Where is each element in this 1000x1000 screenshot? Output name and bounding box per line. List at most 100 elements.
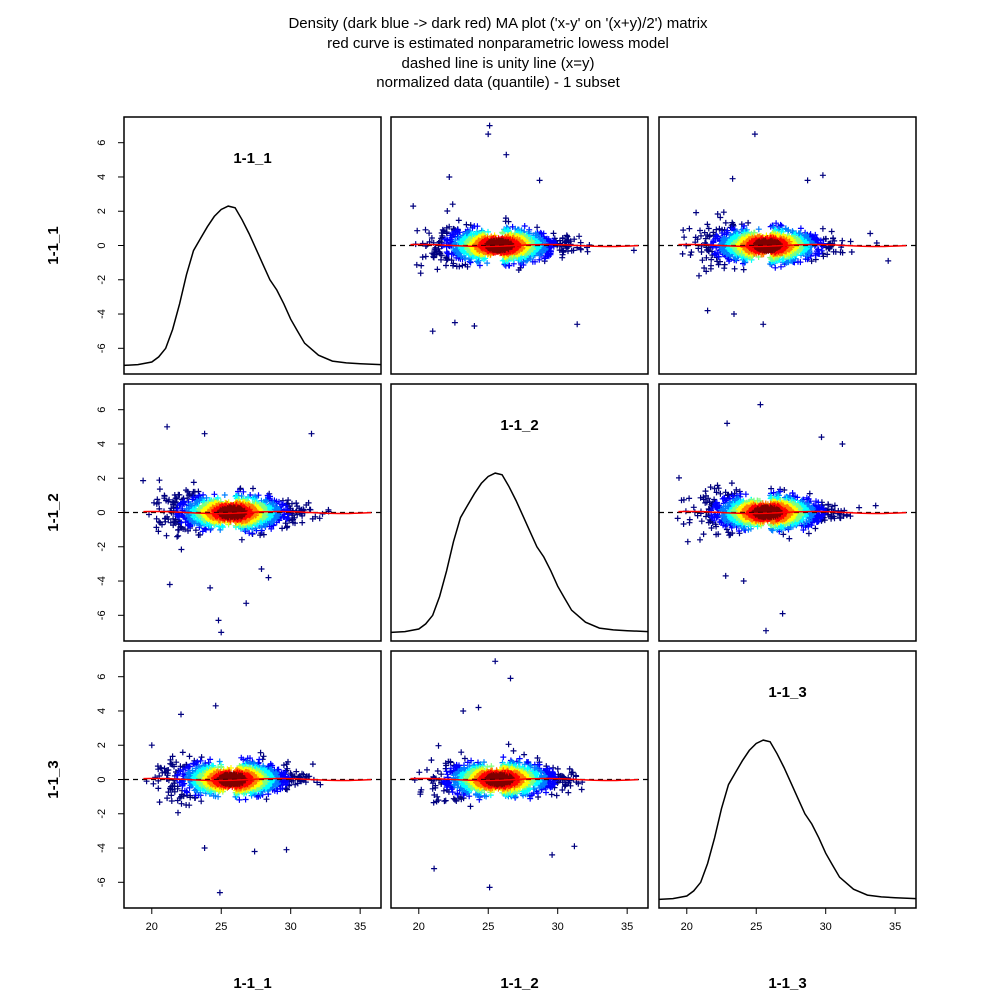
data-point (725, 529, 732, 536)
lowess-curve (410, 243, 639, 248)
data-point (806, 490, 813, 497)
data-point (698, 232, 704, 239)
data-point (156, 518, 162, 525)
data-point (146, 511, 152, 518)
data-point (804, 177, 811, 184)
data-point (240, 488, 247, 495)
data-point (714, 211, 721, 217)
data-point (729, 530, 736, 537)
data-point (733, 492, 740, 499)
data-point (439, 226, 446, 233)
data-point (701, 265, 708, 271)
data-point (316, 515, 323, 522)
data-point (722, 219, 729, 226)
data-point (303, 502, 310, 508)
data-point (238, 536, 245, 543)
data-point (192, 527, 199, 534)
panel-frame (390, 383, 649, 642)
data-point (414, 227, 421, 234)
y-tick-label: -6 (96, 343, 108, 353)
data-point (715, 485, 722, 492)
data-point (703, 268, 710, 275)
y-tick-label: -4 (96, 576, 108, 586)
data-point (207, 584, 214, 591)
diagonal-label: 1-1_2 (500, 417, 538, 434)
data-point (179, 500, 186, 507)
data-point (221, 492, 228, 498)
data-point (175, 532, 182, 539)
data-point (687, 252, 694, 258)
data-point (309, 515, 316, 522)
data-point (246, 530, 253, 537)
data-point (455, 217, 462, 224)
data-point (694, 512, 701, 519)
data-point (704, 307, 711, 314)
data-point (773, 220, 780, 227)
panel-frame (658, 116, 917, 375)
y-tick-label: 2 (96, 475, 108, 481)
data-points (679, 131, 892, 328)
data-point (550, 230, 557, 237)
data-point (696, 272, 702, 279)
data-point (712, 521, 719, 528)
data-point (471, 323, 478, 329)
data-point (215, 523, 222, 530)
data-point (444, 208, 451, 214)
data-point (576, 233, 583, 240)
data-point (417, 270, 424, 277)
data-point (164, 513, 171, 520)
data-point (728, 480, 735, 487)
data-point (443, 262, 449, 269)
data-point (265, 574, 272, 581)
data-point (456, 263, 463, 270)
data-point (699, 257, 706, 264)
data-point (451, 319, 458, 326)
data-point (872, 502, 879, 509)
data-point (778, 263, 784, 270)
data-point (733, 486, 740, 493)
diagonal-label: 1-1_1 (233, 150, 271, 167)
data-point (740, 266, 747, 273)
data-point (153, 515, 160, 522)
data-point (282, 520, 289, 527)
data-point (217, 526, 224, 533)
data-point (714, 482, 721, 489)
data-point (742, 491, 749, 498)
data-point (831, 237, 838, 244)
data-point (306, 506, 313, 513)
data-point (686, 495, 693, 502)
data-point (690, 504, 697, 511)
data-point (557, 240, 564, 247)
data-point (189, 496, 196, 503)
data-point (155, 499, 162, 506)
data-point (294, 503, 301, 510)
data-point (195, 488, 202, 495)
data-point (438, 256, 444, 263)
data-point (235, 488, 241, 495)
data-point (740, 578, 747, 584)
data-point (178, 546, 185, 553)
data-point (284, 523, 291, 530)
data-point (708, 262, 714, 269)
data-point (155, 528, 162, 535)
data-point (800, 527, 807, 533)
data-point (503, 151, 510, 158)
data-point (819, 172, 826, 179)
data-point (731, 265, 738, 272)
lowess-curve (678, 243, 907, 248)
data-point (164, 423, 171, 430)
data-point (190, 479, 197, 486)
data-point (173, 505, 180, 511)
data-point (794, 494, 801, 501)
data-point (724, 420, 731, 427)
data-point (824, 251, 831, 258)
data-point (258, 527, 265, 534)
data-point (847, 238, 854, 245)
data-point (772, 264, 779, 271)
data-point (422, 226, 429, 233)
data-point (176, 491, 183, 498)
data-point (697, 536, 703, 543)
data-point (476, 262, 483, 269)
